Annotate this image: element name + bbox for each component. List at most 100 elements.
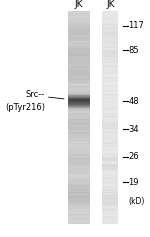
Bar <box>102 220 119 221</box>
Bar <box>102 134 119 135</box>
Bar <box>68 63 90 64</box>
Bar <box>68 91 90 92</box>
Bar <box>102 117 119 118</box>
Bar <box>68 86 90 87</box>
Bar <box>68 19 90 20</box>
Text: JK: JK <box>106 0 114 9</box>
Bar <box>102 83 119 84</box>
Bar <box>68 28 90 29</box>
Bar <box>68 17 90 18</box>
Bar <box>68 39 90 40</box>
Text: (kD): (kD) <box>128 197 145 206</box>
Bar <box>102 114 119 115</box>
Bar <box>68 202 90 203</box>
Bar <box>102 116 119 117</box>
Bar <box>102 60 119 61</box>
Bar <box>68 103 90 104</box>
Bar <box>68 149 90 150</box>
Bar <box>102 66 119 67</box>
Bar <box>102 31 119 32</box>
Bar <box>68 109 90 110</box>
Bar <box>68 73 90 74</box>
Bar <box>102 69 119 70</box>
Bar <box>68 140 90 141</box>
Bar <box>102 157 119 158</box>
Bar <box>102 40 119 41</box>
Bar <box>102 188 119 189</box>
Bar <box>102 80 119 81</box>
Bar <box>68 124 90 125</box>
Bar <box>68 52 90 53</box>
Bar <box>68 120 90 121</box>
Bar <box>68 96 90 97</box>
Bar <box>68 13 90 14</box>
Bar <box>68 87 90 88</box>
Bar <box>102 140 119 141</box>
Bar <box>68 212 90 213</box>
Bar <box>68 43 90 44</box>
Bar <box>68 133 90 134</box>
Bar <box>68 185 90 186</box>
Bar <box>68 60 90 61</box>
Bar <box>68 209 90 210</box>
Bar <box>68 151 90 152</box>
Bar <box>68 35 90 36</box>
Bar <box>102 207 119 208</box>
Bar <box>68 182 90 183</box>
Bar <box>102 144 119 145</box>
Bar <box>102 106 119 107</box>
Bar <box>102 15 119 16</box>
Bar <box>102 115 119 116</box>
Bar <box>102 65 119 66</box>
Bar <box>102 103 119 104</box>
Bar <box>102 101 119 102</box>
Bar <box>68 187 90 188</box>
Bar <box>68 184 90 185</box>
Bar <box>68 215 90 216</box>
Bar <box>102 216 119 217</box>
Bar <box>102 159 119 160</box>
Bar <box>102 165 119 166</box>
Bar <box>102 73 119 74</box>
Bar <box>68 205 90 206</box>
Bar <box>68 72 90 73</box>
Bar <box>68 173 90 174</box>
Bar <box>68 106 90 107</box>
Bar <box>68 167 90 168</box>
Bar <box>68 179 90 180</box>
Bar <box>102 111 119 112</box>
Bar <box>102 162 119 163</box>
Bar <box>68 119 90 120</box>
Bar <box>102 127 119 128</box>
Bar <box>102 81 119 82</box>
Bar <box>68 103 90 104</box>
Bar <box>68 105 90 106</box>
Bar <box>102 145 119 146</box>
Bar <box>102 104 119 105</box>
Bar <box>102 177 119 178</box>
Bar <box>102 44 119 45</box>
Bar <box>68 31 90 32</box>
Bar <box>68 146 90 147</box>
Bar <box>102 99 119 100</box>
Bar <box>68 30 90 31</box>
Bar <box>68 64 90 65</box>
Bar <box>102 52 119 53</box>
Bar <box>68 203 90 204</box>
Bar <box>102 48 119 49</box>
Bar <box>102 189 119 190</box>
Text: 48: 48 <box>128 97 139 106</box>
Bar <box>102 184 119 185</box>
Bar <box>68 115 90 116</box>
Bar <box>68 20 90 21</box>
Bar <box>68 142 90 143</box>
Bar <box>68 69 90 70</box>
Bar <box>68 113 90 114</box>
Bar <box>68 139 90 140</box>
Bar <box>102 49 119 50</box>
Bar <box>102 72 119 73</box>
Bar <box>68 183 90 184</box>
Bar <box>68 100 90 101</box>
Bar <box>102 190 119 191</box>
Bar <box>68 180 90 181</box>
